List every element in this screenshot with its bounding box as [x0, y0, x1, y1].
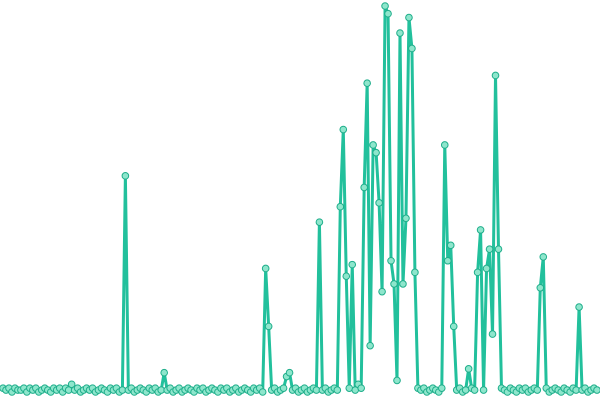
point	[369, 141, 377, 149]
point	[446, 241, 455, 250]
point	[476, 226, 485, 234]
point	[390, 280, 398, 288]
point	[336, 202, 345, 211]
point	[342, 272, 351, 281]
point	[381, 2, 389, 10]
point	[279, 384, 288, 392]
point	[121, 172, 130, 180]
point	[360, 183, 368, 192]
point	[366, 341, 374, 350]
point	[264, 322, 273, 331]
point	[482, 264, 491, 273]
point	[378, 287, 386, 296]
point	[399, 280, 407, 288]
point	[372, 148, 380, 157]
point	[494, 245, 503, 253]
point	[443, 256, 452, 265]
point	[473, 268, 482, 277]
point	[539, 253, 548, 261]
point	[464, 365, 473, 373]
point	[402, 214, 410, 223]
point	[408, 44, 416, 53]
point	[285, 368, 294, 377]
point	[339, 125, 348, 134]
point	[405, 13, 413, 22]
point	[533, 386, 542, 394]
point	[393, 376, 401, 385]
point	[348, 260, 357, 269]
point	[333, 386, 342, 394]
point	[411, 268, 419, 277]
point	[384, 9, 392, 18]
point	[470, 386, 479, 394]
point	[536, 283, 545, 292]
point	[261, 264, 270, 273]
point	[258, 388, 267, 396]
point	[449, 322, 458, 331]
point	[479, 386, 488, 394]
point	[67, 380, 76, 389]
point	[491, 71, 500, 80]
point	[396, 29, 404, 37]
point	[485, 245, 494, 253]
point	[363, 79, 371, 87]
point	[160, 368, 168, 377]
point	[593, 386, 600, 394]
point	[375, 199, 383, 207]
point	[387, 256, 395, 265]
point	[437, 384, 446, 392]
point	[575, 303, 583, 311]
point	[440, 141, 449, 149]
line	[2, 4, 598, 394]
point	[357, 384, 365, 392]
point	[315, 218, 324, 226]
point	[488, 330, 497, 338]
